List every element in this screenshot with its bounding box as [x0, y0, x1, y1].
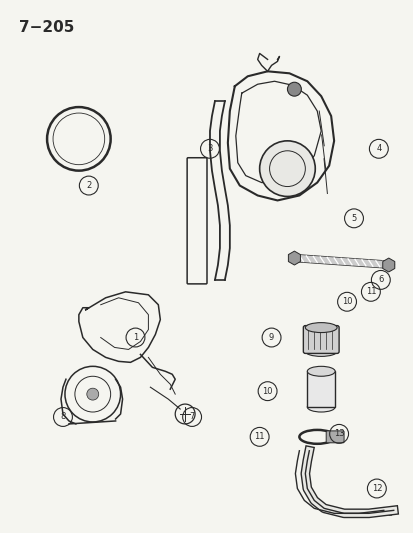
Text: 11: 11	[365, 287, 375, 296]
Text: 10: 10	[341, 297, 351, 306]
FancyArrowPatch shape	[297, 259, 390, 265]
Text: 7−205: 7−205	[19, 20, 74, 35]
Text: 6: 6	[377, 276, 382, 285]
Text: 2: 2	[86, 181, 91, 190]
Text: 1: 1	[133, 333, 138, 342]
Text: 3: 3	[207, 144, 212, 154]
Text: 7: 7	[189, 413, 195, 422]
Circle shape	[87, 388, 98, 400]
Ellipse shape	[306, 402, 335, 412]
Text: 12: 12	[371, 484, 381, 493]
Ellipse shape	[305, 322, 336, 333]
Ellipse shape	[305, 346, 336, 357]
Bar	[306, 372, 335, 407]
FancyArrowPatch shape	[297, 259, 390, 265]
Circle shape	[259, 141, 315, 197]
FancyBboxPatch shape	[325, 431, 343, 443]
Text: 11: 11	[254, 432, 264, 441]
Text: 5: 5	[351, 214, 356, 223]
Text: 9: 9	[268, 333, 273, 342]
Text: 94107  205: 94107 205	[342, 510, 393, 518]
FancyBboxPatch shape	[303, 326, 338, 353]
Text: 10: 10	[262, 386, 272, 395]
Ellipse shape	[306, 366, 335, 376]
Circle shape	[287, 82, 301, 96]
Text: 4: 4	[375, 144, 380, 154]
Text: 13: 13	[333, 430, 344, 438]
Text: 8: 8	[60, 413, 66, 422]
